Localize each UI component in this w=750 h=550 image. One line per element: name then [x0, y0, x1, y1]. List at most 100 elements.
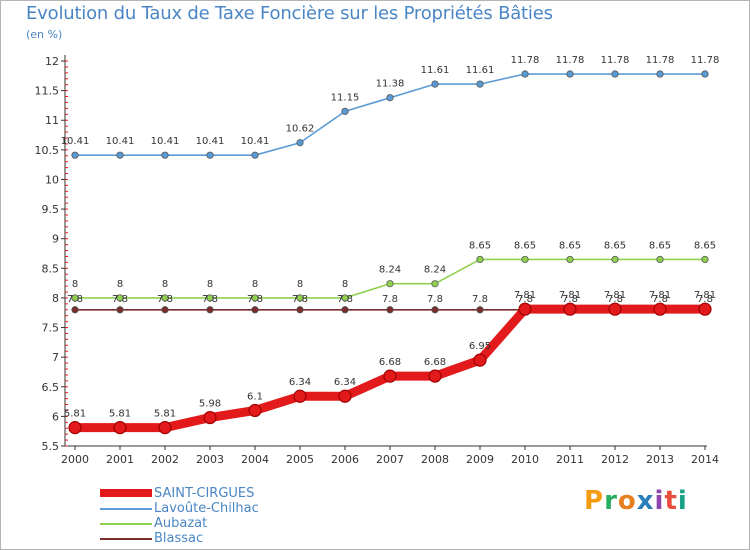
y-tick-label: 6: [52, 410, 59, 423]
data-label: 7.81: [694, 290, 716, 301]
legend-item-blassac: Blassac: [100, 531, 360, 546]
data-point: [68, 421, 82, 435]
data-point: [113, 421, 127, 435]
data-point: [431, 80, 439, 88]
data-point: [71, 306, 79, 314]
y-tick-label: 10.5: [35, 144, 60, 157]
data-point: [116, 306, 124, 314]
data-label: 11.38: [376, 79, 405, 90]
legend-swatch: [100, 523, 152, 525]
data-label: 7.8: [562, 294, 578, 305]
data-label: 7.8: [652, 294, 668, 305]
data-label: 10.62: [286, 124, 315, 135]
legend-swatch: [100, 538, 152, 540]
data-point: [161, 306, 169, 314]
x-tick-label: 2014: [691, 453, 719, 466]
data-label: 11.78: [556, 55, 585, 66]
data-point: [608, 302, 622, 316]
data-label: 11.78: [691, 55, 720, 66]
data-point: [431, 280, 439, 288]
data-label: 8: [117, 279, 123, 290]
data-label: 6.34: [334, 377, 356, 388]
logo-letter: x: [636, 486, 655, 516]
data-label: 8: [207, 279, 213, 290]
data-point: [248, 403, 262, 418]
data-label: 11.15: [331, 92, 360, 103]
y-tick-label: 9: [52, 233, 59, 246]
data-label: 7.8: [427, 294, 443, 305]
data-label: 5.81: [154, 409, 176, 420]
data-point: [206, 306, 214, 314]
y-tick-label: 10: [45, 173, 59, 186]
data-label: 7.8: [517, 294, 533, 305]
data-point: [251, 306, 259, 314]
logo-letter: o: [617, 486, 637, 516]
data-point: [518, 302, 532, 316]
data-point: [296, 306, 304, 314]
data-point: [206, 151, 214, 159]
x-tick-label: 2007: [376, 453, 404, 466]
data-label: 6.68: [424, 357, 446, 368]
x-tick-label: 2001: [106, 453, 134, 466]
data-point: [338, 389, 352, 403]
data-point: [341, 294, 349, 302]
legend-item-aubazat: Aubazat: [100, 516, 360, 531]
data-point: [116, 151, 124, 159]
x-tick-label: 2009: [466, 453, 494, 466]
data-label: 10.41: [61, 136, 90, 147]
data-label: 8: [342, 279, 348, 290]
legend-label: Blassac: [154, 531, 204, 546]
data-label: 7.8: [292, 294, 308, 305]
data-label: 6.68: [379, 357, 401, 368]
data-label: 11.61: [421, 65, 450, 76]
data-point: [476, 306, 484, 314]
y-tick-label: 8.5: [42, 262, 60, 275]
data-point: [386, 280, 394, 288]
data-point: [611, 255, 619, 264]
legend-label: SAINT-CIRGUES: [154, 486, 255, 501]
data-point: [293, 389, 307, 403]
y-tick-label: 11: [45, 114, 59, 127]
data-label: 10.41: [196, 136, 225, 147]
x-tick-label: 2000: [61, 453, 89, 466]
data-point: [341, 306, 349, 314]
data-point: [611, 70, 619, 78]
y-tick-label: 7: [52, 351, 59, 364]
data-point: [563, 302, 577, 316]
data-point: [656, 255, 664, 264]
y-tick-label: 12: [45, 55, 59, 68]
data-label: 8.65: [469, 240, 491, 251]
y-tick-label: 7.5: [42, 322, 60, 335]
data-point: [431, 306, 439, 314]
data-label: 10.41: [106, 136, 135, 147]
chart-unit: (en %): [26, 28, 63, 41]
data-point: [701, 70, 709, 78]
data-point: [296, 139, 304, 147]
data-label: 7.8: [382, 294, 398, 305]
legend-swatch: [100, 489, 152, 497]
data-point: [476, 255, 484, 264]
x-tick-label: 2002: [151, 453, 179, 466]
data-point: [206, 294, 214, 302]
data-label: 8.65: [514, 240, 536, 251]
data-point: [71, 151, 79, 159]
data-label: 8: [162, 279, 168, 290]
data-point: [428, 369, 442, 383]
data-point: [71, 294, 79, 302]
data-label: 8: [297, 279, 303, 290]
x-tick-label: 2008: [421, 453, 449, 466]
proxiti-logo: Proxiti: [584, 486, 688, 516]
data-label: 5.98: [199, 399, 221, 410]
data-label: 8.24: [379, 265, 401, 276]
data-label: 7.81: [649, 290, 671, 301]
data-label: 8.65: [604, 240, 626, 251]
data-label: 6.95: [469, 341, 491, 352]
data-point: [158, 421, 172, 435]
data-point: [698, 302, 712, 316]
data-point: [521, 255, 529, 264]
data-point: [656, 70, 664, 78]
data-point: [383, 369, 397, 383]
logo-letter: r: [604, 486, 618, 516]
data-label: 8.24: [424, 265, 446, 276]
